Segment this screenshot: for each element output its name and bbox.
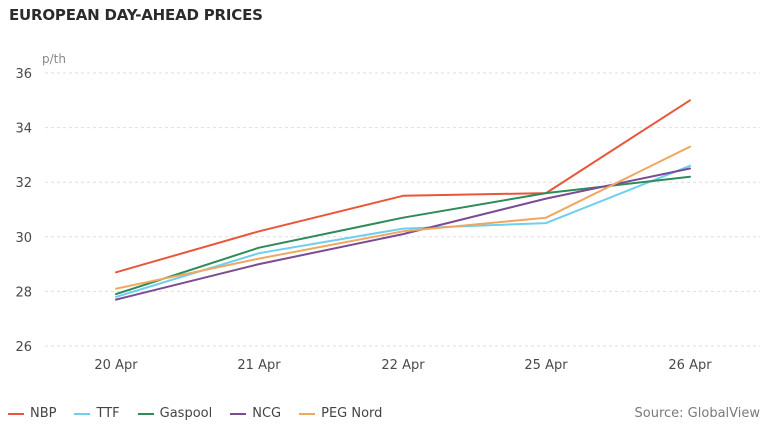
- y-axis-unit-label: p/th: [42, 52, 66, 66]
- legend-item-gaspool: Gaspool: [137, 406, 213, 421]
- y-tick-label: 32: [15, 176, 32, 191]
- y-tick-label: 34: [15, 122, 32, 137]
- legend-swatch: [299, 412, 316, 415]
- series-lines: [115, 99, 691, 301]
- legend-item-nbp: NBP: [8, 406, 56, 421]
- legend-label: NCG: [252, 406, 282, 421]
- legend-swatch: [137, 412, 154, 415]
- x-tick-label: 26 Apr: [668, 358, 712, 373]
- y-tick-label: 26: [15, 340, 32, 355]
- chart-title: EUROPEAN DAY-AHEAD PRICES: [9, 6, 263, 24]
- series-line-peg-nord: [115, 145, 691, 290]
- legend-label: TTF: [96, 406, 120, 421]
- legend-swatch: [74, 412, 91, 415]
- x-tick-label: 20 Apr: [94, 358, 138, 373]
- legend-item-ttf: TTF: [74, 406, 120, 421]
- x-tick-label: 21 Apr: [237, 358, 281, 373]
- series-line-ncg: [115, 167, 691, 301]
- y-tick-label: 36: [15, 67, 32, 82]
- legend-swatch: [230, 412, 247, 415]
- x-tick-label: 22 Apr: [381, 358, 425, 373]
- series-line-gaspool: [115, 175, 691, 296]
- y-tick-label: 28: [15, 285, 32, 300]
- legend-label: PEG Nord: [321, 406, 383, 421]
- legend-swatch: [8, 412, 24, 415]
- x-axis-ticks: 20 Apr 21 Apr 22 Apr 25 Apr 26 Apr: [94, 358, 712, 373]
- legend-item-ncg: NCG: [230, 406, 281, 421]
- legend-item-peg-nord: PEG Nord: [299, 406, 382, 421]
- legend: NBP TTF Gaspool NCG PEG Nord: [8, 406, 400, 421]
- y-axis-ticks: 26 28 30 32 34 36: [15, 67, 32, 355]
- series-line-nbp: [115, 99, 691, 274]
- source-note: Source: GlobalView: [634, 406, 760, 421]
- x-tick-label: 25 Apr: [524, 358, 568, 373]
- legend-label: NBP: [30, 406, 57, 421]
- gridlines: [45, 72, 760, 347]
- y-tick-label: 30: [15, 231, 32, 246]
- legend-label: Gaspool: [159, 406, 213, 421]
